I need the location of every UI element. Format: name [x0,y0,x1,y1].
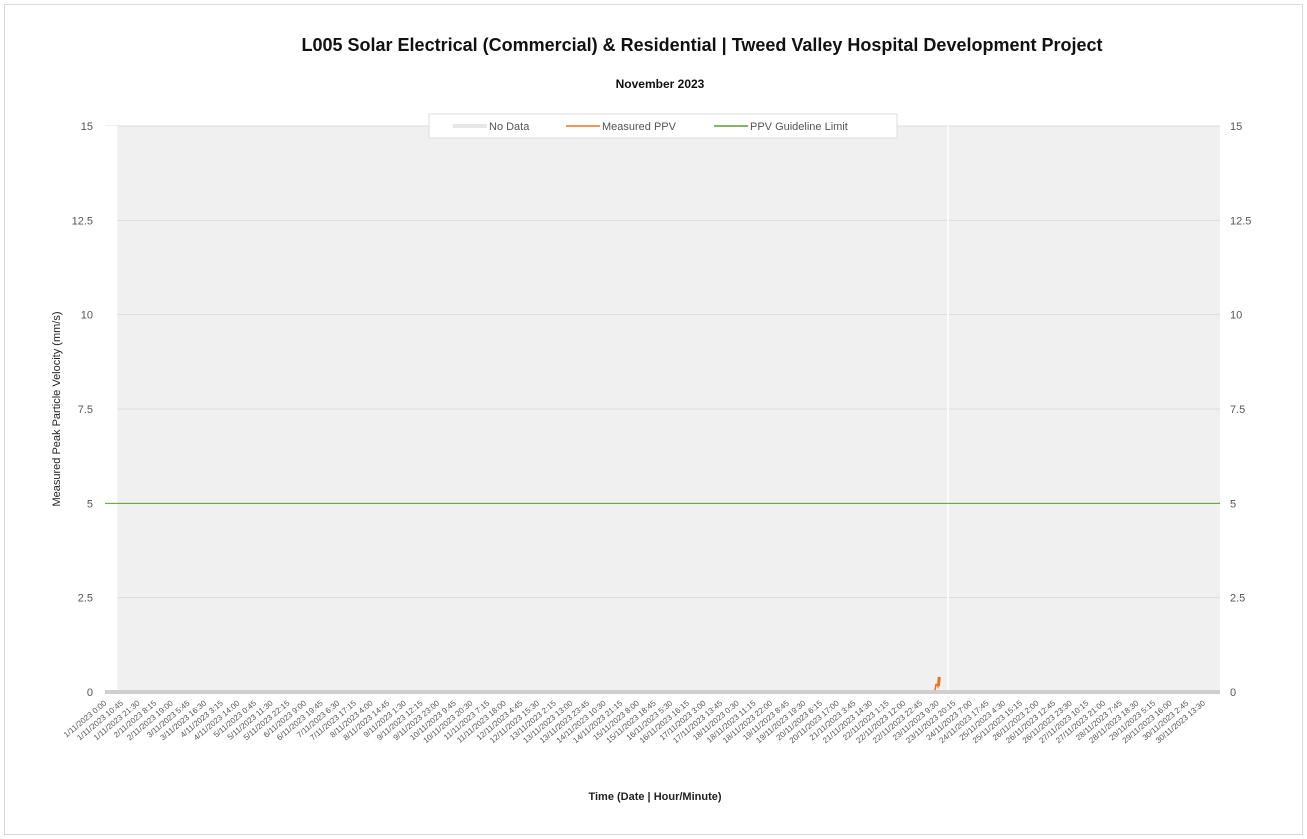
legend-label: No Data [489,121,530,133]
chart-title: L005 Solar Electrical (Commercial) & Res… [302,35,1103,55]
legend: No Data Measured PPV PPV Guideline Limit [428,113,898,139]
chart-subtitle: November 2023 [616,77,705,91]
no-data-bands [105,126,949,692]
y2-tick-label: 2.5 [1230,593,1245,605]
x-axis-title: Time (Date | Hour/Minute) [588,791,721,803]
y2-tick-label: 0 [1230,687,1236,699]
y-tick-label: 2.5 [78,593,93,605]
y-tick-label: 5 [87,498,93,510]
legend-items: No Data Measured PPV PPV Guideline Limit [453,121,848,133]
y2-tick-label: 12.5 [1230,215,1251,227]
y-tick-label: 0 [87,687,93,699]
measured-ppv-line [934,676,941,691]
y2-tick-label: 5 [1230,498,1236,510]
legend-label: Measured PPV [602,121,677,133]
y-tick-label: 7.5 [78,404,93,416]
y2-axis-ticks: 0 2.5 5 7.5 10 12.5 15 [1230,121,1251,699]
legend-box [428,113,898,139]
x-axis-ticks: 1/11/2023 0:001/11/2023 10:451/11/2023 2… [62,698,1207,745]
y-axis-ticks: 0 2.5 5 7.5 10 12.5 15 [72,121,93,699]
y-tick-label: 10 [81,310,93,322]
y-axis-title: Measured Peak Particle Velocity (mm/s) [51,311,63,506]
no-data-band [105,126,118,692]
y-tick-label: 12.5 [72,215,93,227]
y2-tick-label: 15 [1230,121,1242,133]
no-data-band [947,126,949,692]
legend-label: PPV Guideline Limit [750,121,848,133]
series-lines [105,502,1220,691]
y2-tick-label: 10 [1230,310,1242,322]
y2-tick-label: 7.5 [1230,404,1245,416]
y-tick-label: 15 [81,121,93,133]
